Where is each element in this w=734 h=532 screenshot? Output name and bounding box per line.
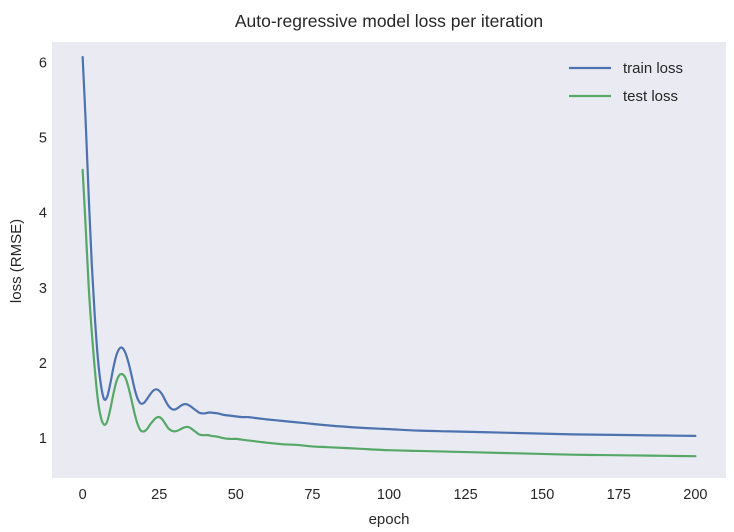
x-tick-label: 75	[304, 487, 320, 503]
x-axis-label: epoch	[369, 511, 410, 528]
x-axis-ticks: 0 25 50 75 100 125 150 175 200	[79, 487, 708, 503]
x-tick-label: 100	[377, 487, 401, 503]
chart-title: Auto-regressive model loss per iteration	[235, 11, 543, 31]
series-line-test-loss	[81, 168, 697, 458]
x-tick-label: 50	[228, 487, 244, 503]
x-tick-label: 200	[683, 487, 707, 503]
series-line-train-loss	[81, 55, 697, 437]
plot-area	[52, 42, 726, 478]
legend: train loss test loss	[569, 60, 683, 105]
y-tick-label: 4	[39, 206, 47, 222]
y-axis-ticks: 1 2 3 4 5 6	[39, 55, 47, 447]
y-axis-label: loss (RMSE)	[8, 219, 25, 303]
y-tick-label: 3	[39, 281, 47, 297]
x-tick-label: 150	[530, 487, 554, 503]
y-tick-label: 5	[39, 130, 47, 146]
series-layer	[81, 55, 697, 458]
x-tick-label: 0	[79, 487, 87, 503]
legend-label: train loss	[623, 60, 683, 77]
y-tick-label: 1	[39, 431, 47, 447]
x-tick-label: 125	[453, 487, 477, 503]
y-tick-label: 6	[39, 55, 47, 71]
x-tick-label: 175	[607, 487, 631, 503]
x-tick-label: 25	[151, 487, 167, 503]
legend-label: test loss	[623, 88, 678, 105]
y-tick-label: 2	[39, 356, 47, 372]
